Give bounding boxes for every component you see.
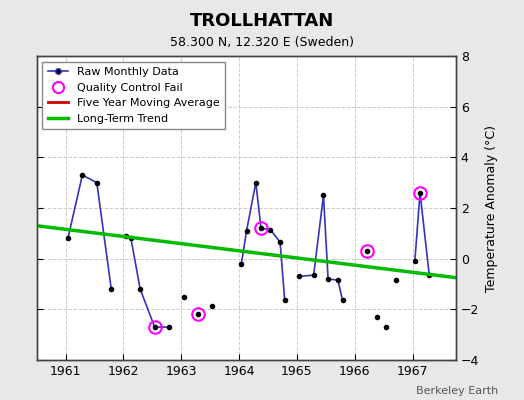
Y-axis label: Temperature Anomaly (°C): Temperature Anomaly (°C) <box>485 124 498 292</box>
Text: TROLLHATTAN: TROLLHATTAN <box>190 12 334 30</box>
Text: Berkeley Earth: Berkeley Earth <box>416 386 498 396</box>
Legend: Raw Monthly Data, Quality Control Fail, Five Year Moving Average, Long-Term Tren: Raw Monthly Data, Quality Control Fail, … <box>42 62 225 129</box>
Text: 58.300 N, 12.320 E (Sweden): 58.300 N, 12.320 E (Sweden) <box>170 36 354 49</box>
